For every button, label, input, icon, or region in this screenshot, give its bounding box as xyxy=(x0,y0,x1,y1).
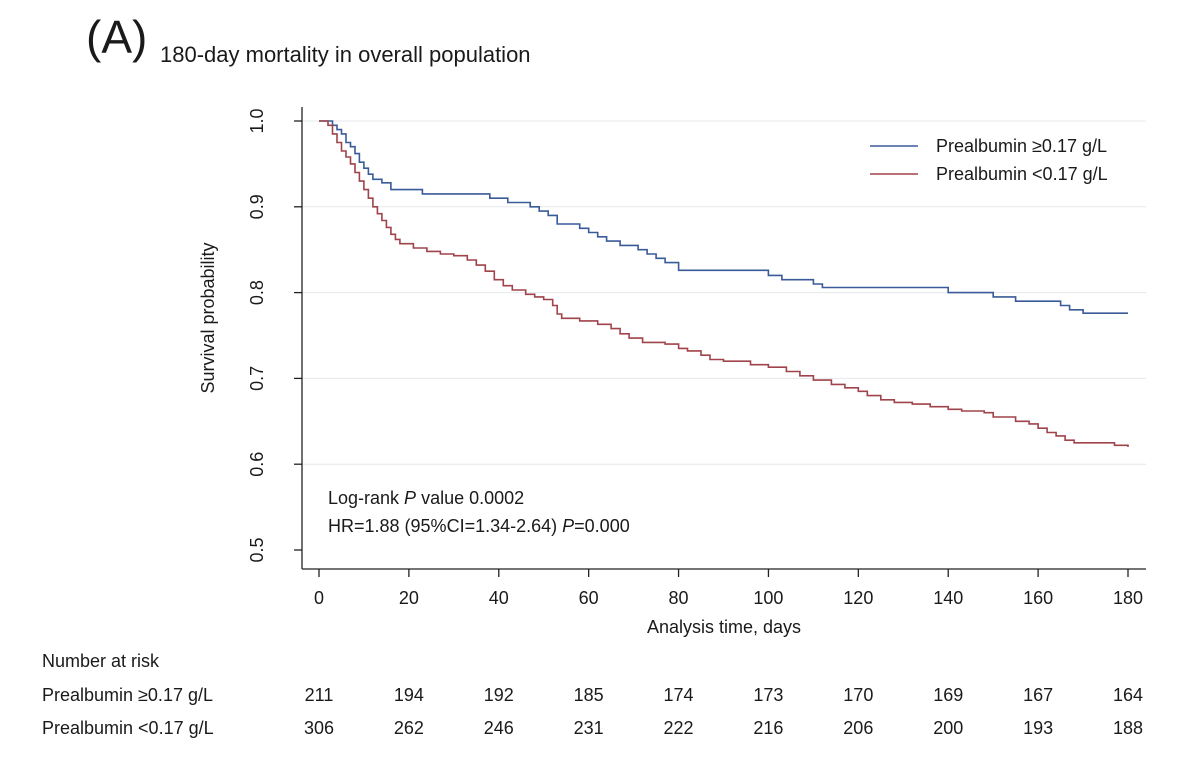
risk-row-label: Prealbumin ≥0.17 g/L xyxy=(42,685,213,705)
x-tick-label: 40 xyxy=(489,588,509,608)
risk-count: 167 xyxy=(1023,685,1054,705)
panel-letter: (A) xyxy=(86,11,148,63)
y-tick-label: 1.0 xyxy=(247,108,267,133)
x-tick-label: 80 xyxy=(669,588,689,608)
y-tick-label: 0.8 xyxy=(247,280,267,305)
risk-row-label: Prealbumin <0.17 g/L xyxy=(42,718,214,738)
risk-count: 170 xyxy=(843,685,874,705)
legend-label: Prealbumin <0.17 g/L xyxy=(936,164,1108,184)
risk-count: 164 xyxy=(1112,685,1144,705)
x-tick-label: 160 xyxy=(1023,588,1053,608)
risk-count: 194 xyxy=(393,685,424,705)
risk-count: 185 xyxy=(573,685,604,705)
x-tick-label: 140 xyxy=(933,588,963,608)
risk-count: 211 xyxy=(304,685,334,705)
x-axis-title: Analysis time, days xyxy=(647,617,801,637)
x-tick-label: 100 xyxy=(753,588,783,608)
x-tick-label: 120 xyxy=(843,588,873,608)
y-axis-title: Survival probability xyxy=(198,242,218,393)
stat-annotation: Log-rank P value 0.0002 xyxy=(328,488,524,508)
risk-count: 262 xyxy=(393,718,424,738)
legend: Prealbumin ≥0.17 g/L Prealbumin <0.17 g/L xyxy=(870,136,1108,184)
risk-count: 193 xyxy=(1023,718,1054,738)
legend-label: Prealbumin ≥0.17 g/L xyxy=(936,136,1107,156)
stat-annotation: HR=1.88 (95%CI=1.34-2.64) P=0.000 xyxy=(328,516,630,536)
risk-count: 169 xyxy=(933,685,964,705)
risk-count: 231 xyxy=(573,718,604,738)
risk-count: 216 xyxy=(753,718,784,738)
grid-lines xyxy=(302,120,1146,465)
x-tick-label: 60 xyxy=(579,588,599,608)
risk-count: 173 xyxy=(753,685,784,705)
y-tick-label: 0.7 xyxy=(247,366,267,391)
risk-count: 206 xyxy=(843,718,874,738)
risk-count: 192 xyxy=(483,685,514,705)
y-tick-label: 0.5 xyxy=(247,537,267,562)
survival-curve xyxy=(319,120,1128,314)
series-lines xyxy=(319,120,1129,447)
risk-count: 200 xyxy=(933,718,964,738)
risk-count: 246 xyxy=(483,718,514,738)
risk-count: 174 xyxy=(663,685,694,705)
x-tick-label: 20 xyxy=(399,588,419,608)
risk-count: 222 xyxy=(663,718,694,738)
y-tick-label: 0.9 xyxy=(247,194,267,219)
axes: 0.5 0.6 0.7 0.8 0.9 1.0 0 20 40 60 80 100 120 140 160 1… xyxy=(198,107,1146,637)
x-tick-label: 0 xyxy=(314,588,324,608)
risk-count: 188 xyxy=(1112,718,1144,738)
x-tick-label: 180 xyxy=(1113,588,1143,608)
annotations: Log-rank P value 0.0002 HR=1.88 (95%CI=1.… xyxy=(328,488,630,536)
risk-table-heading: Number at risk xyxy=(42,651,160,671)
risk-count: 306 xyxy=(303,718,335,738)
chart-title: 180-day mortality in overall population xyxy=(160,42,531,67)
survival-curve xyxy=(319,120,1129,447)
y-tick-label: 0.6 xyxy=(247,452,267,477)
